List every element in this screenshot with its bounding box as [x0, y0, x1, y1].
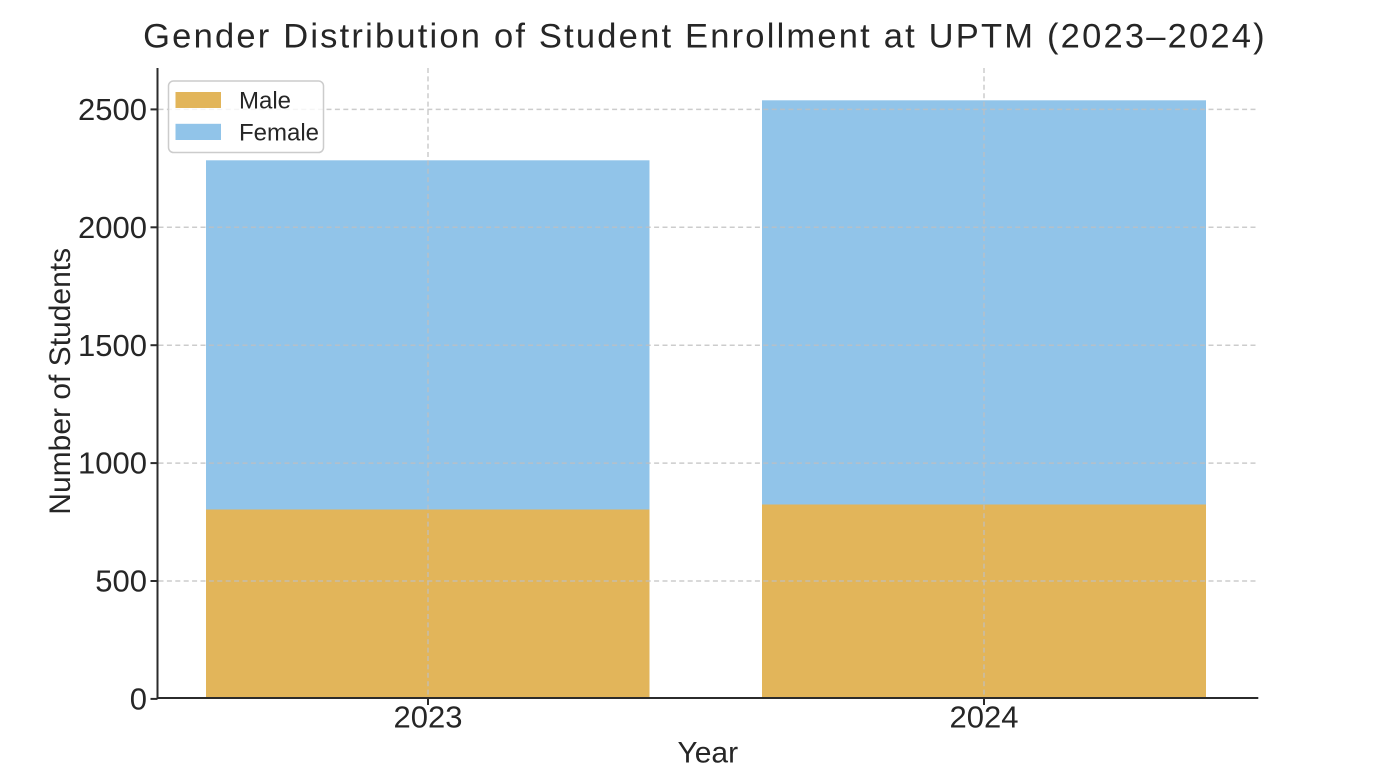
svg-text:Year: Year — [677, 737, 738, 770]
svg-text:2023: 2023 — [394, 700, 463, 735]
svg-text:500: 500 — [95, 564, 147, 599]
svg-text:Gender Distribution of Student: Gender Distribution of Student Enrollmen… — [143, 18, 1267, 56]
svg-text:2024: 2024 — [950, 700, 1019, 735]
svg-text:1000: 1000 — [78, 446, 147, 481]
svg-text:2500: 2500 — [78, 92, 147, 127]
svg-text:0: 0 — [130, 682, 147, 717]
svg-text:2000: 2000 — [78, 210, 147, 245]
svg-text:1500: 1500 — [78, 328, 147, 363]
svg-text:Number of Students: Number of Students — [44, 248, 77, 515]
svg-text:Female: Female — [239, 120, 319, 147]
svg-text:Male: Male — [239, 88, 291, 115]
